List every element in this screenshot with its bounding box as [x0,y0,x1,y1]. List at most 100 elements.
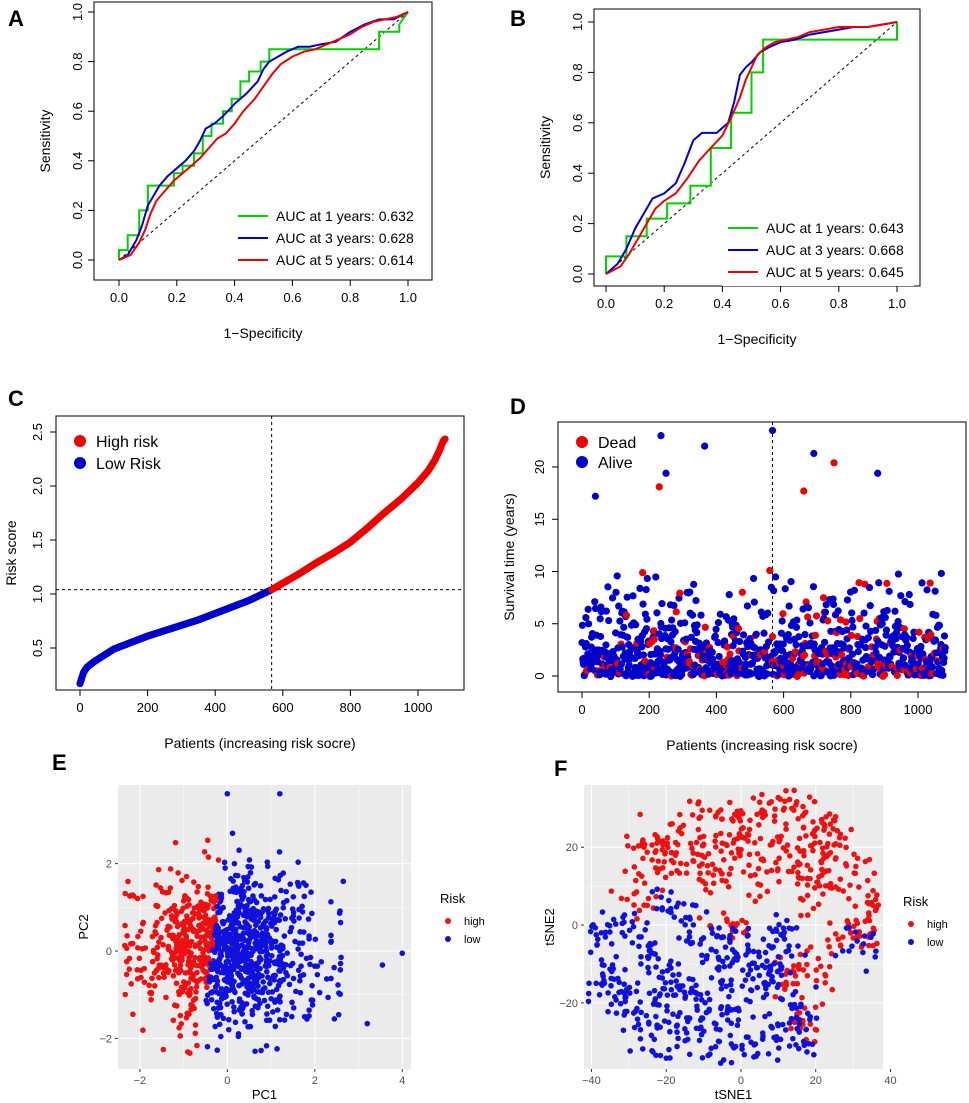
high-risk-point [187,952,194,959]
y-tick-label: 0 [572,920,578,932]
low-risk-point [670,972,676,978]
low-risk-point [762,964,769,971]
high-risk-point [158,915,165,922]
high-risk-point [768,798,775,805]
low-risk-point [690,922,697,928]
low-risk-point [649,889,656,895]
high-risk-point [179,988,186,995]
high-risk-point [786,796,793,803]
high-risk-point [757,893,763,900]
low-risk-point [686,929,693,935]
high-risk-point [154,944,161,951]
low-risk-point [264,863,271,870]
low-risk-point [750,976,756,982]
low-risk-point [727,1007,734,1013]
alive-point [584,620,593,628]
alive-point [671,628,679,636]
low-risk-point [251,993,257,1000]
alive-point [941,643,949,652]
low-risk-point [267,896,273,903]
low-risk-point [693,996,699,1002]
alive-point [656,651,665,659]
high-risk-point [851,870,858,876]
low-risk-point [238,901,244,908]
low-risk-point [789,926,795,932]
high-risk-point [866,856,873,863]
alive-point [787,578,795,586]
y-tick-label: 5 [532,620,547,627]
low-risk-point [608,1001,615,1008]
dead-point [855,579,863,587]
alive-point [708,648,716,656]
low-risk-point [593,980,600,987]
alive-point [709,658,717,666]
low-risk-point [224,958,231,965]
high-risk-point [704,862,711,869]
low-risk-point [759,1030,766,1036]
low-risk-point [613,1010,620,1016]
alive-point [906,600,914,609]
legend-label: Dead [598,435,636,452]
y-tick-label: −20 [559,998,578,1010]
alive-point [692,596,700,605]
low-risk-point [214,945,220,951]
dead-point [768,632,777,641]
y-tick-label: 0.2 [70,201,85,219]
low-risk-point [655,955,662,962]
dead-point [856,614,864,623]
alive-point [690,580,698,588]
low-risk-point [621,981,628,988]
low-risk-point [258,893,265,899]
low-risk-point [770,978,776,985]
low-risk-point [727,981,734,988]
high-risk-point [751,840,758,846]
dead-point [622,611,631,619]
high-risk-point [754,850,761,857]
low-risk-point [241,937,248,943]
low-risk-point [860,949,866,956]
low-risk-point [272,938,279,945]
low-risk-point [230,1004,237,1010]
alive-point [623,593,631,601]
high-risk-point [631,890,637,897]
high-risk-point [847,930,854,936]
low-risk-point [325,994,331,1001]
high-risk-point [196,915,202,921]
alive-point [658,600,666,608]
low-risk-point [237,923,244,930]
high-risk-point [202,912,209,918]
dead-point [650,627,658,635]
high-risk-point [677,811,683,818]
low-risk-point [735,1017,742,1023]
high-risk-point [141,979,148,986]
low-risk-point [693,1025,700,1032]
low-risk-point [739,983,746,989]
high-risk-point [689,812,696,818]
low-risk-point [675,1035,681,1042]
dead-point [676,589,684,597]
high-risk-point [205,854,212,860]
high-risk-point [161,974,167,981]
alive-point [752,630,760,638]
high-risk-point [825,851,831,858]
high-risk-point [146,982,152,989]
x-tick-label: 40 [884,1075,896,1087]
low-risk-point [247,982,254,988]
y-tick-label: 1.0 [570,13,585,31]
alive-point [897,592,905,600]
alive-point [712,625,720,633]
y-tick-label: 20 [566,842,578,854]
high-risk-point [759,791,765,798]
low-risk-point [720,958,726,965]
high-risk-point [669,821,675,827]
low-risk-point [672,992,679,998]
dead-point [830,459,838,467]
low-risk-point [208,996,215,1003]
high-risk-point [208,918,214,925]
high-risk-point [825,937,831,943]
low-risk-point [290,1005,297,1011]
low-risk-point [697,991,704,998]
alive-point [821,608,830,616]
dead-point [812,612,821,620]
alive-point [868,671,877,679]
